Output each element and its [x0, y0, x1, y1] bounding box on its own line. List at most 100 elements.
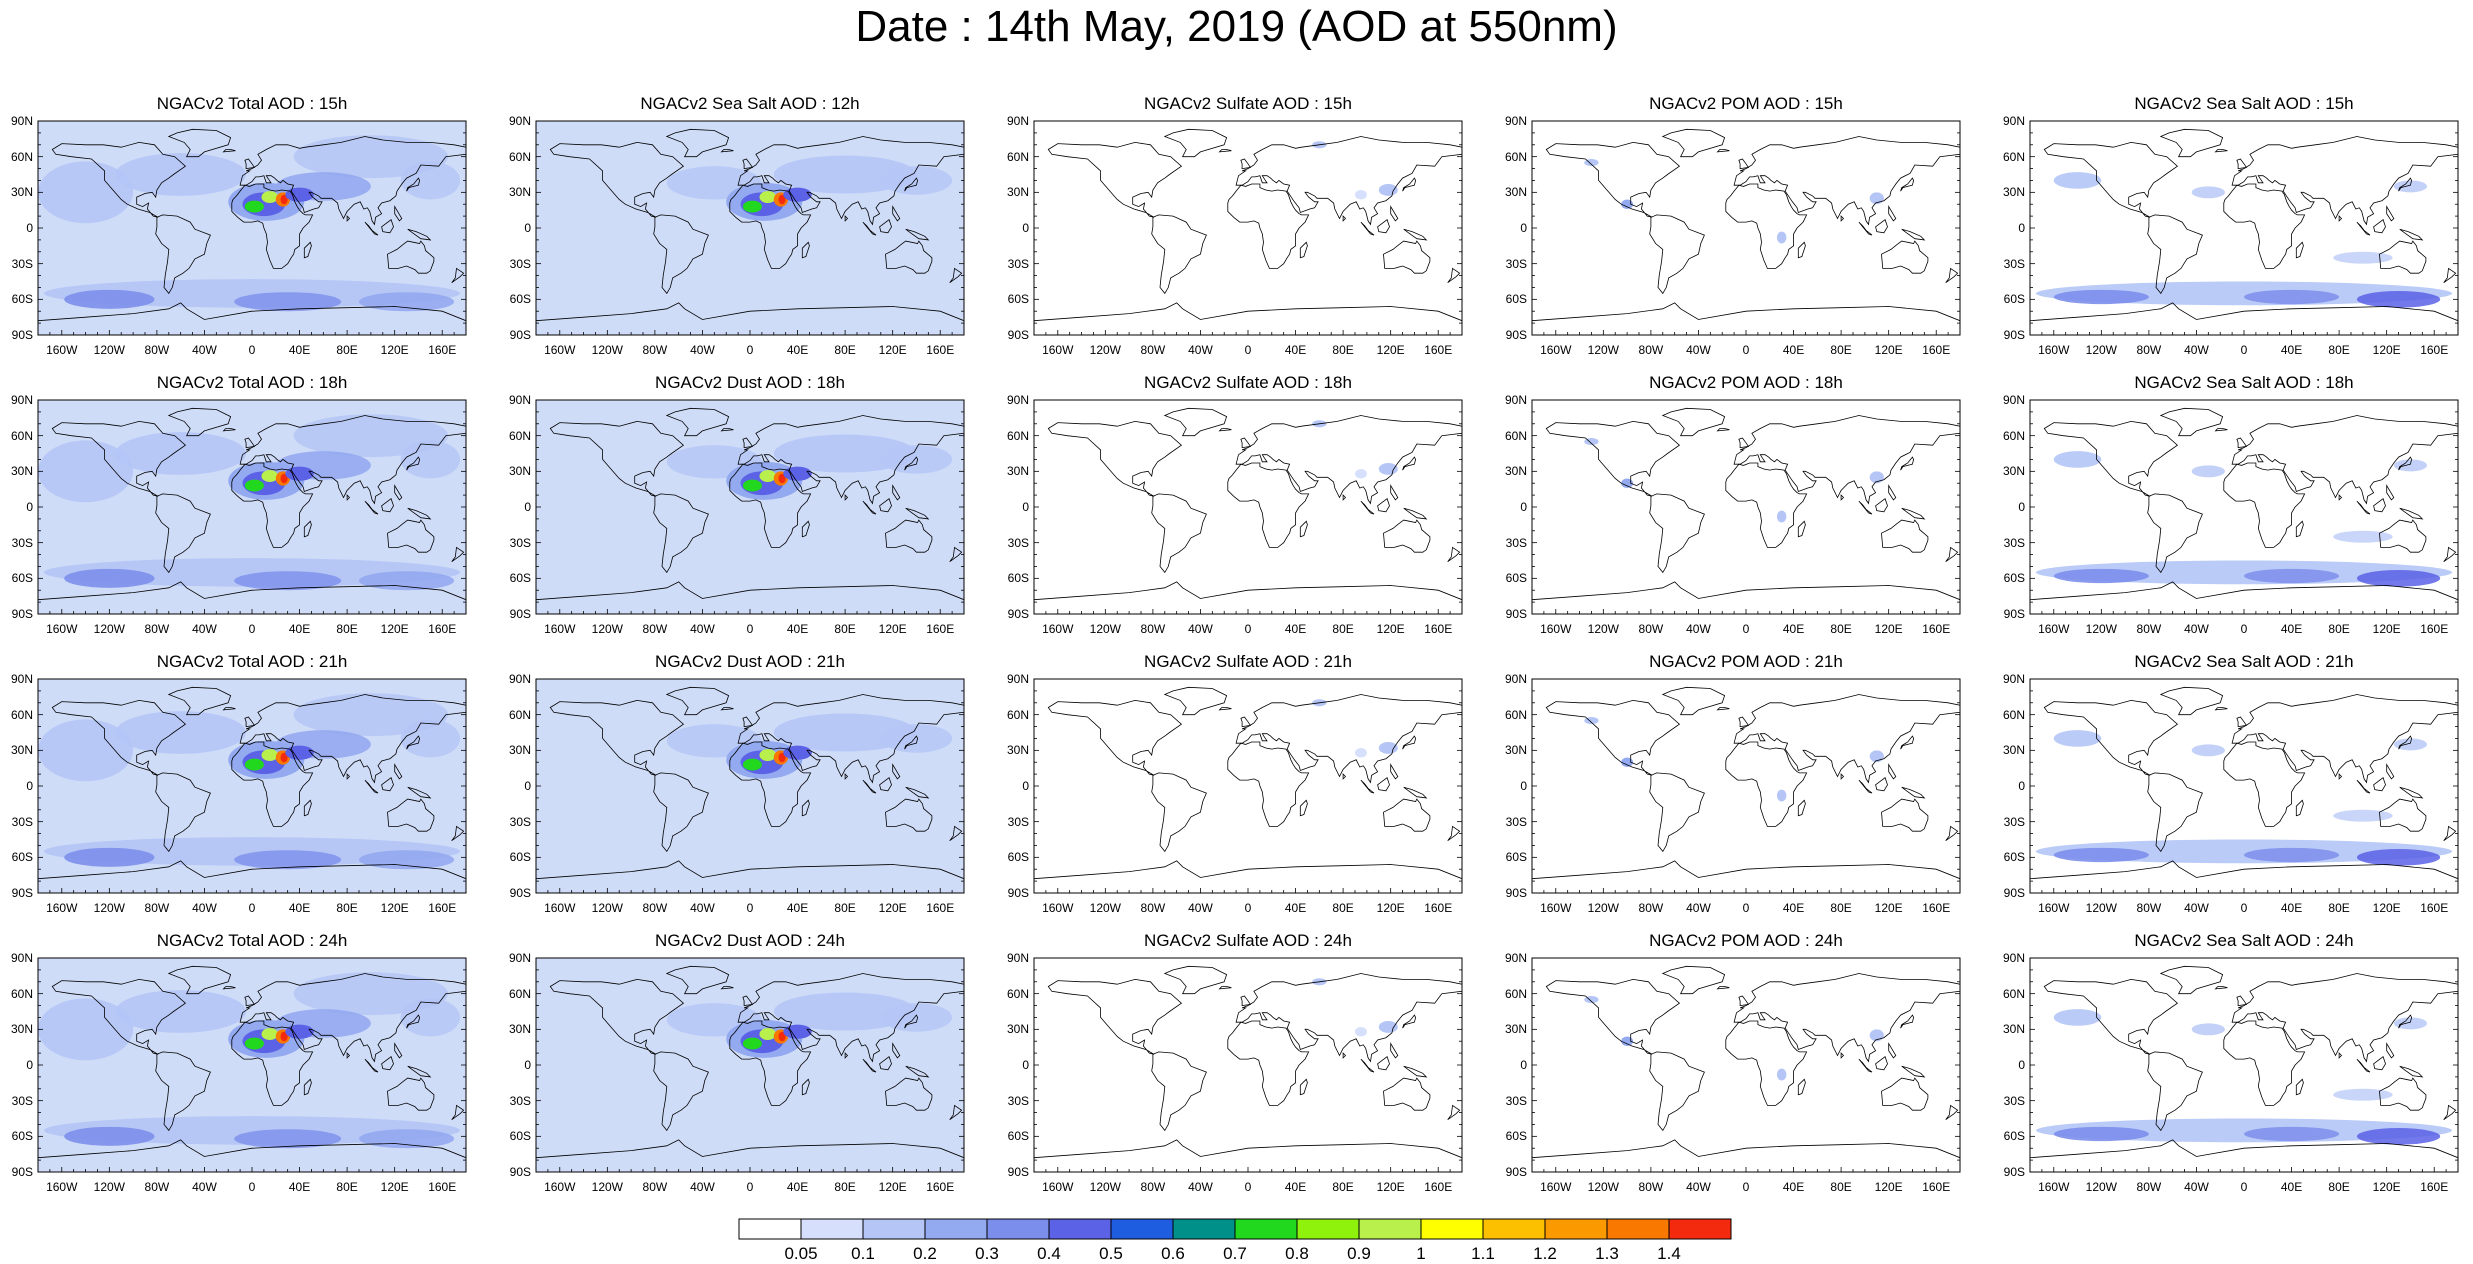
lat-tick-label: 30S — [11, 1093, 33, 1108]
coastline — [2373, 777, 2386, 792]
lon-tick-label: 40E — [1782, 622, 1805, 636]
coastline — [1858, 779, 1873, 794]
lat-tick-label: 90S — [1505, 607, 1527, 621]
coastline — [1227, 1020, 1310, 1106]
coastline — [1875, 498, 1888, 513]
lon-tick-label: 40W — [1686, 901, 1711, 915]
lon-tick-label: 80E — [1332, 901, 1354, 915]
coastline — [1900, 456, 1915, 471]
aod-map — [535, 120, 965, 336]
colorbar-boxes — [738, 1218, 1732, 1240]
lon-tick-label: 80W — [642, 343, 668, 357]
coastline — [1649, 214, 1705, 295]
coastline — [844, 215, 849, 222]
aod-field-patch — [2191, 186, 2225, 199]
aod-field-patch — [64, 847, 155, 867]
coastline — [1377, 498, 1390, 513]
coastline — [1545, 978, 1681, 1055]
colorbar-box — [1234, 1218, 1298, 1240]
coastline — [2443, 825, 2457, 842]
lon-tick-label: 40W — [2184, 343, 2209, 357]
lat-tick-label: 30S — [1505, 1093, 1527, 1108]
lat-tick-label: 90N — [508, 393, 531, 407]
coastline — [1151, 214, 1207, 295]
coastline — [862, 1058, 877, 1073]
aod-field-patch — [773, 434, 917, 473]
coastline — [1716, 428, 1730, 432]
aod-field-patch — [1869, 1029, 1884, 1042]
aod-field-patch — [742, 479, 762, 492]
coastline — [364, 779, 379, 794]
lat-tick-label: 0 — [1520, 500, 1527, 514]
coastline — [2356, 779, 2371, 794]
aod-field-patch — [359, 292, 455, 312]
lat-tick-label: 0 — [524, 1058, 531, 1072]
aod-field-patch — [1621, 757, 1634, 767]
coastline — [1235, 973, 1463, 1063]
coastline — [2373, 219, 2386, 234]
lon-tick-label: 120W — [93, 622, 126, 636]
coastline — [1716, 986, 1730, 990]
coastline — [346, 1052, 351, 1059]
lon-tick-label: 40W — [192, 901, 217, 915]
colorbar-label: 1.1 — [1471, 1244, 1495, 1263]
lat-tick-label: 90S — [1505, 886, 1527, 900]
coastline — [2231, 136, 2459, 226]
coastline — [1299, 799, 1308, 817]
lon-tick-label: 120W — [1587, 343, 1620, 357]
aod-field-patch — [783, 466, 812, 481]
coastline — [1227, 741, 1310, 827]
aod-field-patch — [778, 752, 786, 763]
lat-tick-label: 90S — [11, 1165, 33, 1179]
coastline — [2043, 420, 2179, 497]
lat-tick-label: 60N — [508, 149, 531, 164]
colorbar-label: 0.7 — [1223, 1244, 1247, 1263]
lon-tick-label: 40W — [192, 622, 217, 636]
aod-field-patch — [1776, 231, 1787, 244]
lat-tick-label: 90N — [2002, 114, 2025, 128]
lon-tick-label: 80E — [2328, 901, 2350, 915]
lat-tick-label: 0 — [26, 500, 33, 514]
aod-map — [1531, 957, 1961, 1173]
lon-tick-label: 120E — [878, 622, 907, 636]
coastline — [2159, 407, 2224, 437]
lon-tick-label: 80E — [1830, 343, 1852, 357]
coastline — [1733, 694, 1961, 784]
lon-tick-label: 120E — [380, 901, 409, 915]
coastline — [885, 798, 933, 832]
aod-field-patch — [2244, 847, 2340, 863]
lat-tick-label: 60N — [10, 986, 33, 1001]
coastline — [1240, 995, 1252, 1007]
lat-tick-label: 60N — [1006, 428, 1029, 443]
aod-field-patch — [1776, 510, 1787, 523]
coastline — [394, 484, 403, 501]
colorbar-box — [1358, 1218, 1422, 1240]
coastline — [905, 786, 930, 799]
lon-tick-label: 80W — [1638, 343, 1664, 357]
coastline — [1649, 493, 1705, 574]
coastline — [801, 241, 810, 259]
lon-tick-label: 80E — [834, 901, 856, 915]
lat-tick-label: 30N — [10, 1022, 33, 1037]
aod-field-patch — [1355, 1026, 1367, 1037]
coastline — [879, 777, 892, 792]
aod-map — [535, 678, 965, 894]
coastline — [1545, 420, 1681, 497]
coastline — [239, 136, 467, 226]
lat-tick-label: 60S — [1007, 292, 1029, 307]
coastline — [1047, 978, 1183, 1055]
lon-tick-label: 120W — [93, 343, 126, 357]
coastline — [1858, 221, 1873, 236]
lat-tick-label: 90S — [509, 886, 531, 900]
coastline — [2223, 183, 2306, 269]
coastline — [1218, 428, 1232, 432]
lon-tick-label: 80E — [1830, 1180, 1852, 1194]
coastline — [2373, 1056, 2386, 1071]
coastline — [2399, 228, 2424, 241]
aod-field-patch — [773, 992, 917, 1031]
colorbar-box — [1296, 1218, 1360, 1240]
coastline — [2295, 1078, 2304, 1096]
lon-tick-label: 160W — [1540, 343, 1572, 357]
lon-tick-label: 80W — [642, 901, 668, 915]
coastline — [2443, 267, 2457, 284]
